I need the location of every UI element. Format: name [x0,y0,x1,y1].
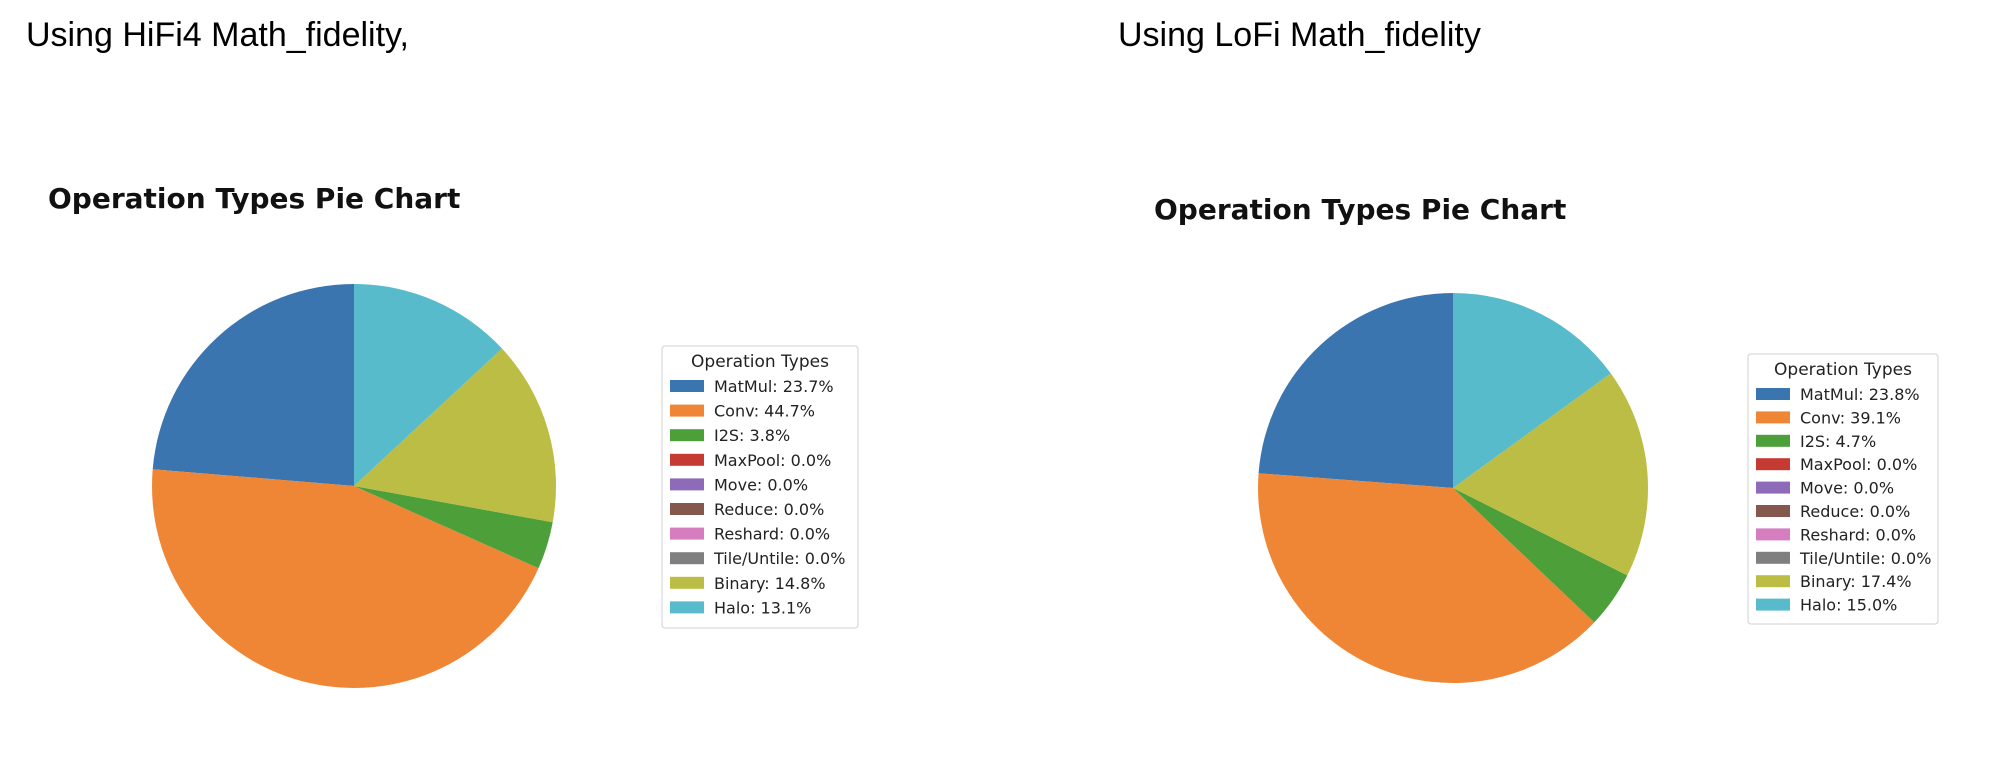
legend-swatch-binary [670,576,704,589]
legend-swatch-i2s [1756,434,1790,447]
legend-swatch-tile-untile [1756,551,1790,564]
legend-swatch-binary [1756,575,1790,588]
caption-left: Using HiFi4 Math_fidelity, [26,16,409,54]
legend-box [1747,353,1939,625]
legend-swatch-tile-untile [670,552,704,565]
pie-slice-i2s [1453,488,1628,623]
pie-slice-binary [354,348,556,523]
caption-right: Using LoFi Math_fidelity [1118,16,1481,54]
legend-label-binary: Binary: 17.4% [1800,572,1912,591]
pie-slice-conv [152,469,539,688]
pie-slice-conv [1258,473,1595,684]
legend-swatch-maxpool [670,453,704,466]
legend-label-reduce: Reduce: 0.0% [1800,502,1910,521]
legend-swatch-reduce [1756,505,1790,517]
legend-label-tile-untile: Tile/Untile: 0.0% [1799,549,1931,568]
legend-swatch-maxpool [1756,458,1790,471]
pie-slice-i2s [354,486,553,569]
legend-swatch-reshard [1756,528,1790,541]
legend: Operation Types MatMul: 23.7% Conv: 44.7% I… [661,345,859,629]
legend-swatch-reshard [670,527,704,540]
legend-label-i2s: I2S: 3.8% [714,426,790,445]
legend-swatch-conv [670,404,704,417]
pie-slice-matmul [152,284,354,486]
legend-label-maxpool: MaxPool: 0.0% [714,451,831,470]
pie-chart-panel-hifi4: Operation Types Pie Chart Operation Types… [0,0,998,770]
legend-box [661,345,859,629]
pie-slice-halo [354,284,503,486]
legend-label-halo: Halo: 13.1% [714,598,811,617]
legend-label-conv: Conv: 44.7% [714,402,815,421]
legend-swatch-move [670,478,704,491]
pie-slice-binary [1453,373,1648,576]
legend-title: Operation Types [1774,360,1912,380]
legend-label-reduce: Reduce: 0.0% [714,500,824,519]
pie-chart-hifi4: Operation Types Pie Chart Operation Types… [48,182,859,688]
chart-title: Operation Types Pie Chart [48,182,460,215]
legend-label-reshard: Reshard: 0.0% [1800,525,1916,544]
legend-swatch-matmul [1756,388,1790,400]
legend-swatch-halo [1756,598,1790,611]
legend-title: Operation Types [691,352,829,372]
legend-label-move: Move: 0.0% [1800,479,1894,498]
pie-slice-matmul [1258,293,1453,488]
pie-slices [1258,293,1648,684]
pie-slice-halo [1453,293,1611,488]
chart-title: Operation Types Pie Chart [1154,193,1566,226]
pie-chart-panel-lofi: Operation Types Pie Chart Operation Types… [998,0,1996,770]
legend-swatch-conv [1756,411,1790,424]
legend-label-halo: Halo: 15.0% [1800,596,1897,615]
legend-label-conv: Conv: 39.1% [1800,408,1901,427]
legend-label-matmul: MatMul: 23.8% [1800,385,1920,404]
legend-label-reshard: Reshard: 0.0% [714,525,830,544]
legend-label-move: Move: 0.0% [714,475,808,494]
legend-swatch-move [1756,481,1790,494]
legend: Operation Types MatMul: 23.8% Conv: 39.1% I… [1747,353,1939,625]
legend-label-tile-untile: Tile/Untile: 0.0% [713,549,845,568]
legend-swatch-reduce [670,503,704,515]
legend-label-maxpool: MaxPool: 0.0% [1800,455,1917,474]
legend-label-binary: Binary: 14.8% [714,574,826,593]
legend-swatch-matmul [670,380,704,392]
pie-chart-lofi: Operation Types Pie Chart Operation Types… [1154,193,1939,684]
legend-label-i2s: I2S: 4.7% [1800,432,1876,451]
pie-slices [152,284,556,688]
legend-label-matmul: MatMul: 23.7% [714,377,834,396]
legend-swatch-halo [670,601,704,614]
legend-swatch-i2s [670,429,704,442]
